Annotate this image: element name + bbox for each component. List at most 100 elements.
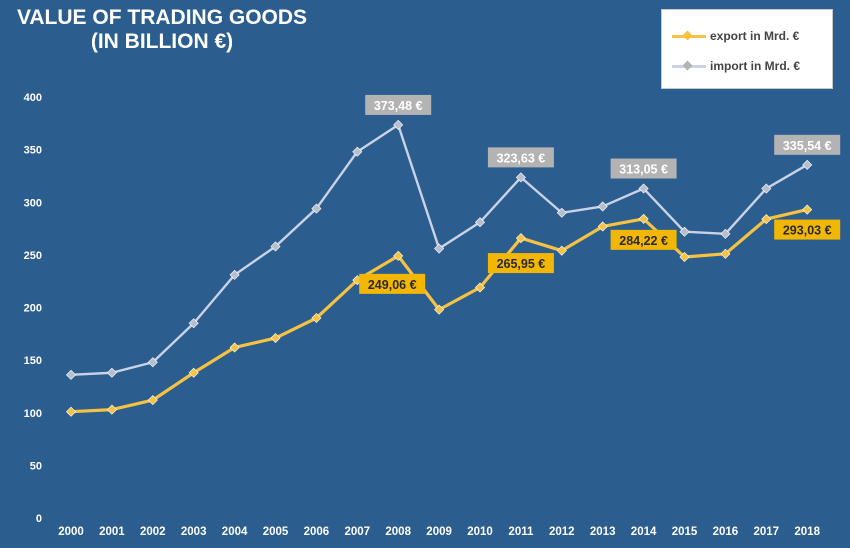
import-data-point bbox=[434, 243, 445, 254]
x-tick-label: 2010 bbox=[467, 526, 493, 538]
import-data-point bbox=[720, 228, 731, 239]
value-label-box bbox=[487, 147, 554, 168]
value-label-box bbox=[774, 219, 841, 240]
export-data-point bbox=[106, 404, 117, 415]
x-tick-label: 2005 bbox=[263, 526, 289, 538]
import-data-point bbox=[515, 172, 526, 183]
x-tick-label: 2007 bbox=[345, 526, 371, 538]
value-label-box bbox=[610, 229, 677, 250]
export-data-point bbox=[65, 406, 77, 417]
value-label-text: 284,22 € bbox=[619, 234, 668, 248]
x-tick-label: 2002 bbox=[140, 526, 166, 538]
export-value-label: 284,22 € bbox=[610, 229, 677, 250]
import-data-point bbox=[679, 226, 690, 237]
y-tick-label: 400 bbox=[24, 92, 42, 104]
export-data-point bbox=[229, 342, 240, 353]
import-data-point bbox=[802, 159, 813, 170]
y-tick-label: 250 bbox=[24, 250, 42, 262]
export-data-point bbox=[515, 233, 526, 244]
import-value-label: 373,48 € bbox=[365, 94, 432, 115]
chart-title-line-2: (IN BILLION €) bbox=[90, 30, 234, 53]
export-data-point bbox=[393, 250, 404, 261]
value-label-box bbox=[774, 134, 841, 155]
chart-title-line-1: VALUE OF TRADING GOODS bbox=[16, 6, 308, 29]
import-data-point bbox=[556, 207, 567, 218]
x-tick-label: 2000 bbox=[58, 526, 84, 538]
export-data-point bbox=[434, 304, 445, 315]
legend-label-export: export in Mrd. € bbox=[710, 29, 800, 43]
x-tick-label: 2008 bbox=[385, 526, 411, 538]
x-tick-label: 2017 bbox=[754, 526, 780, 538]
import-data-point bbox=[311, 203, 322, 214]
import-value-label: 335,54 € bbox=[774, 134, 841, 155]
x-tick-label: 2011 bbox=[508, 526, 534, 538]
legend-item-import: import in Mrd. € bbox=[672, 58, 800, 74]
x-tick-label: 2009 bbox=[426, 526, 452, 538]
import-data-point bbox=[147, 357, 158, 368]
export-data-point bbox=[679, 251, 690, 263]
x-tick-label: 2016 bbox=[713, 526, 739, 538]
y-tick-label: 300 bbox=[24, 197, 42, 209]
import-data-point bbox=[474, 217, 486, 228]
import-line-swatch-icon bbox=[672, 60, 706, 72]
export-line-swatch-icon bbox=[672, 30, 706, 42]
import-data-point bbox=[65, 369, 77, 380]
import-value-label: 313,05 € bbox=[610, 158, 677, 179]
export-data-point bbox=[188, 367, 199, 378]
value-label-text: 323,63 € bbox=[497, 151, 546, 165]
import-data-point bbox=[229, 269, 240, 280]
import-data-point bbox=[638, 183, 649, 194]
y-tick-label: 0 bbox=[36, 513, 42, 525]
x-tick-label: 2014 bbox=[631, 526, 657, 538]
export-data-point bbox=[761, 214, 772, 225]
import-data-point bbox=[270, 241, 281, 252]
y-tick-label: 350 bbox=[24, 145, 42, 157]
export-value-label: 293,03 € bbox=[774, 219, 841, 240]
x-tick-label: 2001 bbox=[99, 526, 125, 538]
import-data-point bbox=[106, 367, 117, 378]
x-tick-label: 2004 bbox=[222, 526, 248, 538]
value-label-text: 335,54 € bbox=[783, 139, 832, 153]
value-label-box bbox=[359, 273, 426, 294]
export-data-point bbox=[311, 313, 322, 324]
x-tick-label: 2018 bbox=[794, 526, 820, 538]
y-tick-label: 200 bbox=[24, 303, 42, 315]
x-tick-label: 2012 bbox=[549, 526, 575, 538]
export-data-point bbox=[474, 282, 486, 293]
y-tick-label: 150 bbox=[24, 355, 42, 367]
value-label-text: 265,95 € bbox=[497, 257, 546, 271]
import-data-point bbox=[188, 318, 199, 329]
x-tick-label: 2006 bbox=[304, 526, 330, 538]
legend-item-export: export in Mrd. € bbox=[672, 28, 799, 44]
export-data-point bbox=[720, 248, 731, 259]
value-label-text: 373,48 € bbox=[374, 99, 423, 113]
value-label-box bbox=[487, 253, 554, 274]
export-data-point bbox=[802, 204, 813, 215]
y-tick-label: 50 bbox=[30, 460, 42, 472]
export-data-point bbox=[638, 213, 649, 224]
export-data-point bbox=[556, 245, 567, 256]
value-label-text: 293,03 € bbox=[783, 224, 832, 238]
export-data-point bbox=[147, 395, 158, 406]
legend: export in Mrd. € import in Mrd. € bbox=[661, 9, 833, 89]
x-tick-label: 2013 bbox=[590, 526, 616, 538]
import-data-point bbox=[761, 183, 772, 194]
export-data-point bbox=[597, 221, 608, 232]
import-data-point bbox=[393, 119, 404, 130]
y-tick-label: 100 bbox=[24, 408, 42, 420]
export-value-label: 265,95 € bbox=[487, 253, 554, 274]
chart-title: VALUE OF TRADING GOODS (IN BILLION €) bbox=[12, 6, 312, 54]
x-tick-label: 2015 bbox=[672, 526, 698, 538]
value-label-box bbox=[365, 94, 432, 115]
import-data-point bbox=[352, 146, 363, 157]
value-label-text: 313,05 € bbox=[619, 163, 668, 177]
value-label-box bbox=[610, 158, 677, 179]
export-data-point bbox=[270, 332, 281, 344]
x-tick-label: 2003 bbox=[181, 526, 207, 538]
export-value-label: 249,06 € bbox=[359, 273, 426, 294]
import-data-point bbox=[597, 201, 608, 212]
import-value-label: 323,63 € bbox=[487, 147, 554, 168]
value-label-text: 249,06 € bbox=[368, 278, 417, 292]
